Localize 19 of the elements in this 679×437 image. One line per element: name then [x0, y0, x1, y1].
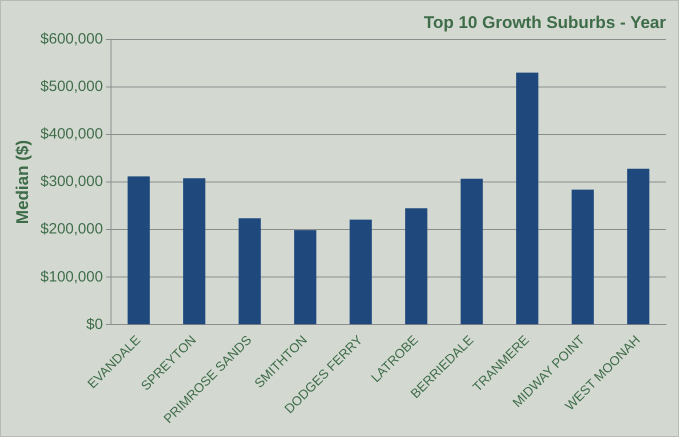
- y-tick-label: $100,000: [40, 268, 103, 286]
- y-tick-label: $300,000: [40, 173, 103, 190]
- y-tick-label: $500,000: [40, 78, 103, 96]
- bar: [627, 168, 650, 324]
- bar: [238, 218, 261, 324]
- bar: [350, 220, 372, 324]
- y-tick-label: $600,000: [40, 30, 103, 48]
- y-tick-label: $0: [86, 316, 103, 333]
- y-tick-label: $200,000: [40, 220, 103, 238]
- bar: [460, 178, 483, 324]
- y-tick-label: $400,000: [40, 126, 103, 143]
- bar: [516, 72, 538, 324]
- bar: [572, 190, 594, 324]
- bar: [294, 230, 316, 324]
- bar: [405, 208, 428, 324]
- bar: [183, 178, 206, 324]
- bar: [128, 176, 150, 324]
- y-axis-title: Median ($): [12, 140, 32, 224]
- chart-title: Top 10 Growth Suburbs - Year: [424, 12, 666, 32]
